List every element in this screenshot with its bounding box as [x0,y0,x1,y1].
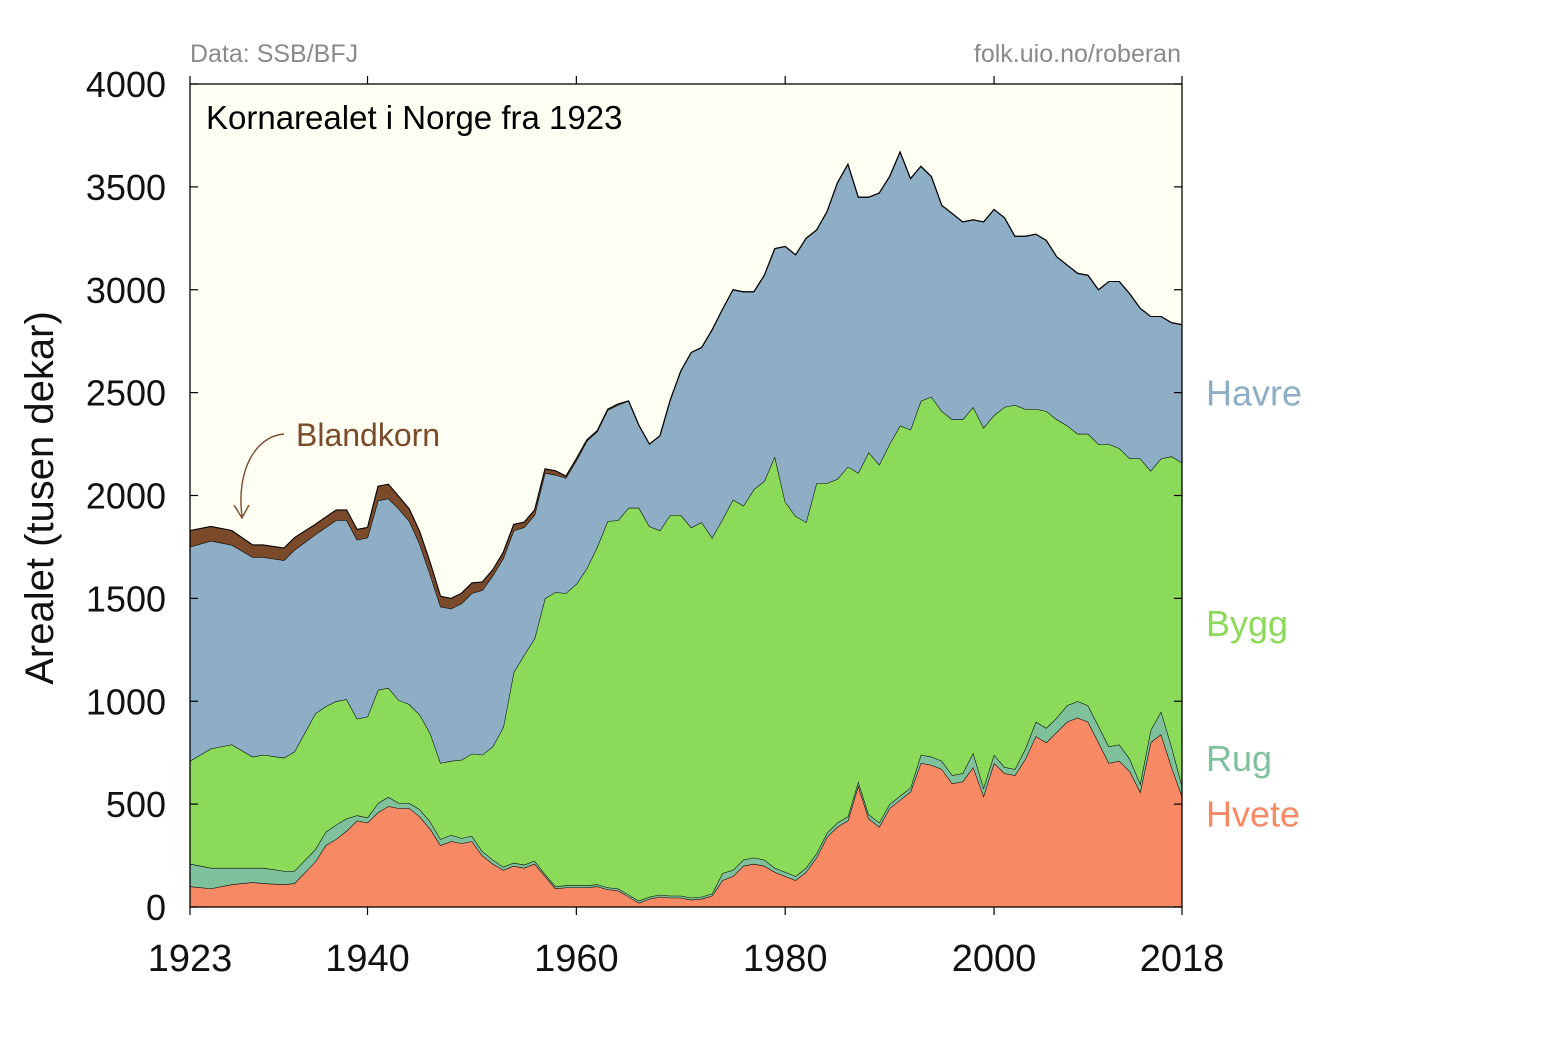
x-tick-label: 2018 [1140,938,1225,980]
area-rug [190,701,1182,903]
area-hvete [190,717,1182,907]
y-tick-label: 3500 [86,167,166,208]
chart-title: Kornarealet i Norge fra 1923 [206,99,622,136]
y-tick-label: 4000 [86,64,166,105]
area-bygg [190,396,1182,901]
y-tick-label: 2000 [86,476,166,517]
y-tick-label: 2500 [86,373,166,414]
y-axis-title: Arealet (tusen dekar) [18,311,62,685]
series-label-bygg: Bygg [1206,603,1288,644]
x-tick-label: 2000 [952,938,1037,980]
series-label-hvete: Hvete [1206,793,1300,834]
source-right: folk.uio.no/roberan [974,40,1181,68]
series-label-rug: Rug [1206,738,1272,779]
x-tick-label: 1923 [148,938,233,980]
x-tick-label: 1980 [743,938,828,980]
boundary-blandkorn [189,150,1183,599]
y-tick-label: 1500 [86,578,166,619]
area-havre [190,151,1182,763]
annotation-label: Blandkorn [296,417,440,453]
series-labels: Havre Bygg Rug Hvete [1206,373,1302,835]
y-tick-label: 1000 [86,681,166,722]
series-label-havre: Havre [1206,373,1302,414]
ticks-layer: 0 500 1000 1500 2000 2500 3000 3500 4000 1923 1940… [86,64,1224,980]
x-tick-label: 1960 [534,938,619,980]
annotation-arrowhead [233,504,250,520]
y-tick-label: 3000 [86,270,166,311]
y-tick-label: 500 [106,784,166,825]
y-tick-label: 0 [146,887,166,928]
blandkorn-annotation: Blandkorn [233,417,440,520]
areas-layer [189,150,1183,907]
x-tick-label: 1940 [325,938,410,980]
annotation-arrow [240,433,285,517]
source-left: Data: SSB/BFJ [190,40,358,68]
